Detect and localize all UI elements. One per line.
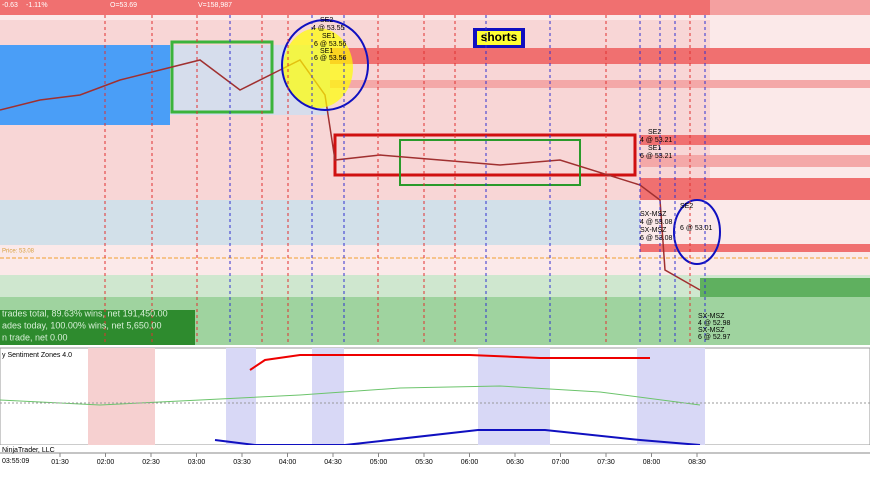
stats: ades today, 100.00% wins, net 5,650.00 [2,320,161,330]
time-axis [0,445,870,480]
time-label: 08:00 [643,459,661,466]
open: O=53.69 [110,2,137,9]
zone [700,278,870,298]
copyright: NinjaTrader, LLC [2,447,55,454]
trade-label: SX-MSZ [698,327,725,334]
avg-line [0,385,701,406]
time-label: 01:30 [51,459,69,466]
time-label: 05:00 [370,459,388,466]
zone [88,348,155,445]
time-label: 04:00 [279,459,297,466]
time-label: 08:30 [688,459,706,466]
time-label: 06:30 [506,459,524,466]
trade-label: SE1 [648,145,661,152]
trade-label: 6 @ 53.56 [314,55,347,62]
trade-label: 4 @ 53.08 [640,219,673,226]
trade-label: SE1 [322,33,335,40]
circle [281,19,369,111]
shorts-label: shorts [481,30,518,44]
zone [0,275,870,297]
zone [637,348,705,445]
zone [640,178,870,200]
trade-label: SX-MSZ [698,313,725,320]
trade-label: 4 @ 52.98 [698,320,731,327]
trade-label: 4 @ 53.55 [312,25,345,32]
zone [330,48,870,64]
zone [312,348,344,445]
shorts-inner [477,31,521,45]
trade-label: SE2 [648,129,661,136]
trade-label: SX-MSZ [640,227,667,234]
trade-label: 6 @ 53.21 [640,153,673,160]
time-label: 03:00 [188,459,206,466]
trade-label: 6 @ 53.01 [680,225,713,232]
box [170,40,274,114]
time-label: 02:00 [97,459,115,466]
zone [330,80,870,88]
clock: 03:55:09 [2,458,29,465]
trade-label: SE1 [320,48,333,55]
trade-label: 4 @ 53.21 [640,137,673,144]
box [399,139,581,186]
stats: trades total, 89.63% wins, net 191,450.0… [2,308,168,318]
zone [640,135,870,145]
circle [673,199,721,265]
stats: n trade, net 0.00 [2,332,68,342]
change: -0.63 [2,2,18,9]
time-label: 07:00 [552,459,570,466]
time-label: 03:30 [233,459,251,466]
zone [478,348,550,445]
time-label: 02:30 [142,459,160,466]
time-label: 05:30 [415,459,433,466]
volume: V=158,987 [198,2,232,9]
top-band [710,0,870,15]
trade-label: 6 @ 53.08 [640,235,673,242]
stats-box [0,310,195,345]
change-pct: -1.11% [26,2,48,9]
zone [640,155,870,167]
indicator-title: y Sentiment Zones 4.0 [2,352,72,359]
zone [226,348,256,445]
trade-label: 6 @ 53.56 [314,41,347,48]
price-label: Price: 53.08 [2,249,35,255]
trade-label: SX-MSZ [640,211,667,218]
time-label: 06:00 [461,459,479,466]
trade-label: 6 @ 52.97 [698,334,731,341]
zone [640,244,870,252]
time-label: 07:30 [597,459,615,466]
zone [0,45,170,125]
zone [0,200,640,245]
time-label: 04:30 [324,459,342,466]
highlight [283,28,353,108]
trade-label: SE2 [680,203,693,210]
trade-label: SE2 [320,17,333,24]
box [333,133,637,177]
session-lines [104,15,706,345]
upper-line [249,354,650,371]
top-band [0,0,710,15]
